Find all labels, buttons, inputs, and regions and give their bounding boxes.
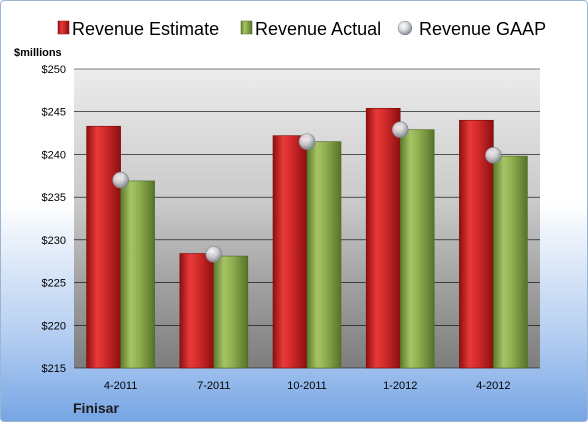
x-tick-label: 1-2012 xyxy=(383,380,417,392)
y-tick-label: $215 xyxy=(42,363,66,375)
bar-revenue-actual xyxy=(399,129,435,369)
bar-revenue-actual xyxy=(120,180,155,369)
bar-revenue-estimate xyxy=(86,125,121,369)
legend-label-revenue-estimate: Revenue Estimate xyxy=(72,19,219,39)
y-tick-label: $220 xyxy=(42,320,66,332)
marker-revenue-gaap xyxy=(485,146,502,164)
bar-revenue-actual xyxy=(306,141,342,369)
x-tick-label: 4-2011 xyxy=(104,380,137,392)
marker-revenue-gaap xyxy=(391,121,409,138)
bar-revenue-actual xyxy=(493,155,528,369)
bar-revenue-estimate xyxy=(179,253,215,369)
y-axis-ticks: $215 $220 $225 $230 $235 $240 $245 $250 xyxy=(42,64,66,375)
y-tick-label: $230 xyxy=(42,235,66,247)
marker-revenue-gaap xyxy=(112,171,129,189)
y-tick-label: $250 xyxy=(42,64,66,76)
legend-label-revenue-gaap: Revenue GAAP xyxy=(419,19,546,39)
y-tick-label: $225 xyxy=(42,278,66,290)
x-tick-label: 7-2011 xyxy=(197,380,230,392)
legend-label-revenue-actual: Revenue Actual xyxy=(255,19,381,39)
gaap-markers xyxy=(112,121,502,263)
legend: Revenue Estimate Revenue Actual Revenue … xyxy=(57,19,546,39)
legend-swatch-revenue-estimate xyxy=(57,20,70,35)
bars xyxy=(86,107,528,369)
bar-revenue-estimate xyxy=(459,119,494,369)
marker-revenue-gaap xyxy=(298,133,316,150)
y-tick-label: $235 xyxy=(42,192,66,204)
legend-swatch-revenue-actual xyxy=(240,20,253,35)
marker-revenue-gaap xyxy=(205,246,223,263)
bar-revenue-estimate xyxy=(365,107,401,369)
y-tick-label: $240 xyxy=(42,149,66,161)
legend-marker-revenue-gaap xyxy=(397,20,413,36)
x-tick-label: 4-2012 xyxy=(476,380,510,392)
x-tick-label: 10-2011 xyxy=(287,380,327,392)
bar-revenue-actual xyxy=(213,255,249,369)
y-tick-label: $245 xyxy=(42,107,66,119)
company-name: Finisar xyxy=(73,400,119,416)
bar-revenue-estimate xyxy=(272,135,308,369)
x-axis-ticks: 4-2011 7-2011 10-2011 1-2012 4-2012 xyxy=(104,380,511,392)
y-axis-unit-label: $millions xyxy=(14,47,62,59)
